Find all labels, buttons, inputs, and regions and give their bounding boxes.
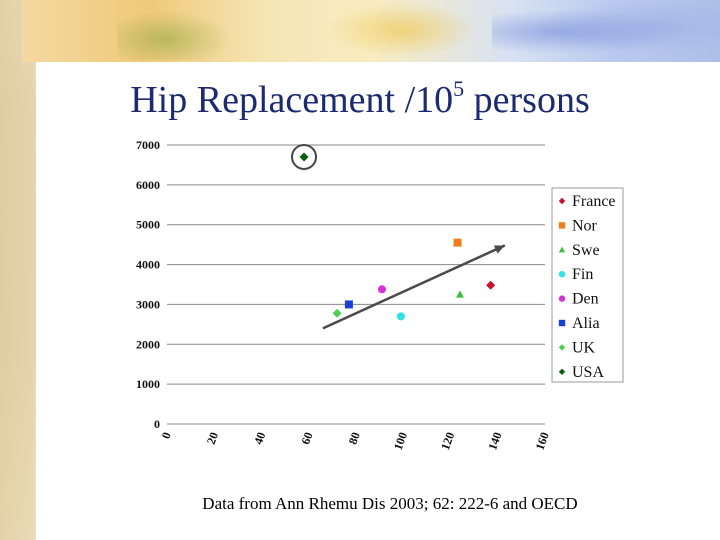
trend-arrowhead: [493, 245, 505, 254]
legend-marker-france: [558, 197, 566, 205]
legend-marker-uk: [558, 344, 566, 351]
y-tick-label-4000: 4000: [136, 258, 160, 272]
x-tick-label-120: 120: [438, 430, 457, 452]
point-fin: [396, 312, 405, 321]
banner-flower-art: [492, 4, 720, 60]
banner-leaf-art-2: [322, 0, 482, 60]
y-tick-label-3000: 3000: [136, 297, 160, 311]
legend-marker-usa: [558, 368, 566, 375]
gridlines: [167, 144, 545, 425]
point-france: [486, 280, 496, 290]
legend-label-alia: Alia: [572, 315, 600, 332]
legend-box: [551, 187, 624, 383]
title-superscript: 5: [453, 76, 465, 101]
x-tick-label-80: 80: [346, 430, 363, 446]
header-banner: [22, 0, 720, 62]
y-axis-ticks: 0 1000 2000 3000 4000 5000 6000 7000: [136, 138, 160, 431]
title-tail: persons: [464, 79, 590, 121]
legend-label-usa: USA: [572, 364, 604, 381]
x-tick-label-140: 140: [485, 430, 504, 452]
point-usa: [299, 152, 309, 162]
legend-label-uk: UK: [572, 339, 596, 356]
x-tick-label-60: 60: [298, 430, 315, 446]
legend-label-france: France: [572, 193, 616, 210]
legend-label-nor: Nor: [572, 217, 598, 234]
legend-label-swe: Swe: [572, 242, 600, 259]
legend-marker-nor: [558, 222, 566, 229]
y-tick-label-5000: 5000: [136, 218, 160, 232]
legend-label-fin: Fin: [572, 266, 593, 283]
point-swe: [455, 290, 464, 298]
y-tick-label-6000: 6000: [136, 178, 160, 192]
y-tick-label-0: 0: [154, 417, 160, 431]
highlight-circle-usa: [291, 143, 318, 170]
x-tick-label-20: 20: [204, 430, 221, 446]
x-axis-ticks: 0 20 40 60 80 100 120 140 160: [159, 430, 552, 452]
x-tick-label-40: 40: [251, 430, 268, 446]
x-tick-label-0: 0: [159, 430, 174, 440]
point-den: [377, 285, 386, 294]
y-tick-label-1000: 1000: [136, 377, 160, 391]
banner-leaf-art: [117, 8, 237, 60]
source-caption: Data from Ann Rhemu Dis 2003; 62: 222-6 …: [202, 494, 578, 513]
point-alia: [344, 300, 353, 309]
trend-line: [322, 244, 506, 330]
legend-marker-swe: [558, 246, 566, 253]
data-points: [291, 143, 496, 321]
legend-marker-alia: [558, 319, 566, 327]
point-uk: [332, 308, 342, 318]
legend-marker-den: [558, 295, 566, 302]
legend-label-den: Den: [572, 291, 599, 308]
trend-line-segment: [322, 244, 506, 330]
point-nor: [453, 238, 462, 247]
y-tick-label-2000: 2000: [136, 337, 160, 351]
y-tick-label-7000: 7000: [136, 138, 160, 152]
legend-marker-fin: [558, 271, 566, 278]
slide-title: Hip Replacement /105 persons: [0, 76, 720, 122]
x-tick-label-100: 100: [391, 430, 410, 452]
x-tick-label-160: 160: [533, 430, 552, 452]
title-main: Hip Replacement /10: [130, 79, 454, 121]
chart-legend: France Nor Swe Fin Den Alia UK USA: [551, 187, 624, 383]
